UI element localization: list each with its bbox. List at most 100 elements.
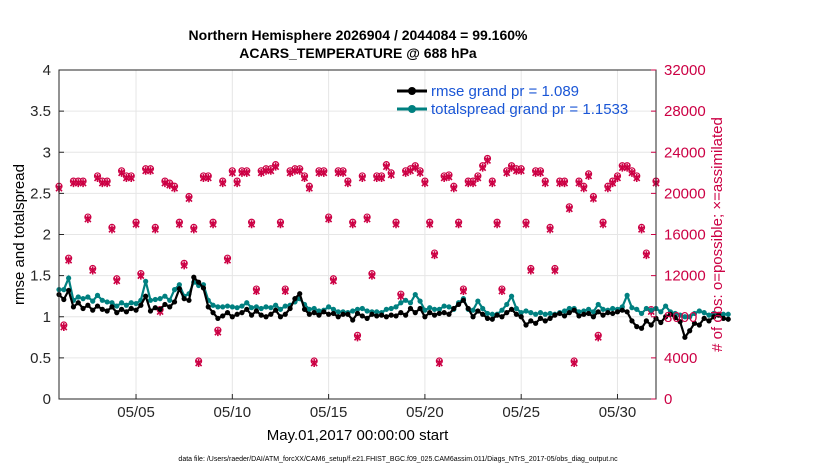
obs-assimilated-marker (146, 166, 155, 175)
left-tick-label: 3.5 (30, 103, 51, 120)
obs-assimilated-marker (585, 171, 593, 180)
legend-rmse-marker (408, 87, 416, 95)
obs-count-point (546, 223, 554, 234)
obs-count-point (609, 177, 617, 188)
obs-assimilated-marker (546, 225, 554, 234)
totalspread-point (109, 300, 115, 306)
obs-assimilated-marker (493, 220, 501, 229)
rmse-point (277, 314, 284, 320)
chart-title-line1: Northern Hemisphere 2026904 / 2044084 = … (189, 27, 528, 43)
rmse-point (441, 310, 447, 316)
totalspread-point (364, 308, 370, 314)
rmse-point (321, 309, 327, 315)
totalspread-point (706, 312, 712, 318)
rmse-point (330, 310, 337, 317)
obs-assimilated-marker (349, 220, 357, 229)
obs-assimilated-marker (459, 287, 467, 296)
obs-count-point (151, 223, 159, 234)
totalspread-point (167, 297, 173, 303)
obs-assimilated-marker (272, 162, 280, 171)
rmse-series (56, 274, 731, 340)
totalspread-point (590, 309, 597, 315)
rmse-point (706, 318, 712, 324)
grid-lines (59, 69, 656, 400)
left-tick-label: 1 (43, 309, 51, 326)
obs-assimilated-marker (589, 194, 597, 203)
obs-assimilated-marker (570, 359, 578, 368)
rmse-point (287, 305, 293, 312)
totalspread-point (224, 303, 231, 309)
totalspread-point (422, 307, 428, 313)
rmse-point (383, 314, 389, 320)
left-tick-label: 1.5 (30, 268, 51, 285)
totalspread-point (66, 275, 72, 281)
rmse-point (378, 312, 385, 318)
totalspread-point (561, 308, 568, 314)
rmse-point (460, 297, 467, 303)
totalspread-point (643, 305, 649, 312)
rmse-point (494, 312, 500, 318)
totalspread-point (171, 287, 178, 293)
obs-assimilated-marker (435, 359, 443, 368)
totalspread-series (56, 274, 731, 320)
totalspread-point (306, 306, 312, 312)
rmse-point (504, 310, 510, 316)
totalspread-point (220, 304, 226, 310)
rmse-point (398, 310, 404, 316)
totalspread-point (691, 310, 698, 317)
rmse-point (470, 314, 476, 320)
obs-count-point (310, 357, 318, 368)
rmse-point (715, 312, 722, 318)
rmse-point (691, 320, 698, 326)
obs-count-point (633, 172, 641, 182)
obs-count-point (599, 218, 607, 229)
obs-assimilated-marker (296, 166, 304, 175)
obs-assimilated-marker (455, 220, 463, 229)
rmse-point (94, 303, 101, 309)
rmse-point (465, 305, 471, 312)
obs-count-point (329, 275, 338, 285)
rmse-point (263, 314, 269, 320)
rmse-point (436, 310, 442, 317)
rmse-point (672, 314, 678, 321)
rmse-point (614, 309, 621, 315)
totalspread-point (282, 303, 288, 309)
totalspread-point (244, 300, 250, 306)
obs-assimilated-marker (223, 256, 232, 265)
totalspread-point (393, 304, 399, 310)
totalspread-point (104, 299, 110, 305)
rmse-point (403, 312, 409, 318)
obs-count-point (392, 218, 400, 229)
rmse-point (171, 299, 178, 305)
totalspread-point (441, 303, 447, 309)
obs-assimilated-marker (642, 251, 650, 260)
obs-assimilated-marker (190, 225, 198, 234)
rmse-point (258, 312, 264, 318)
obs-count-point (522, 218, 530, 229)
obs-count-point (228, 167, 236, 177)
obs-count-point (445, 171, 453, 181)
obs-assimilated-marker (426, 220, 434, 229)
totalspread-point (316, 308, 322, 314)
rmse-point (282, 311, 288, 317)
obs-assimilated-marker (248, 220, 256, 229)
right-tick-label: 0 (664, 391, 672, 408)
totalspread-point (123, 302, 130, 308)
totalspread-point (80, 296, 86, 302)
rmse-point (248, 312, 255, 318)
obs-assimilated-marker (219, 179, 227, 188)
rmse-point (239, 310, 245, 316)
obs-count-point (450, 182, 458, 193)
totalspread-point (99, 297, 105, 303)
rmse-point (167, 304, 173, 310)
left-tick-label: 2 (43, 227, 51, 244)
rmse-point (268, 311, 274, 317)
obs-assimilated-marker (103, 179, 111, 188)
totalspread-point (398, 300, 404, 306)
obs-assimilated-marker (132, 220, 140, 229)
obs-count-point (536, 167, 545, 177)
left-tick-label: 2.5 (30, 185, 51, 202)
totalspread-point (417, 298, 423, 304)
totalspread-point (176, 282, 182, 288)
obs-count-point (483, 154, 492, 165)
